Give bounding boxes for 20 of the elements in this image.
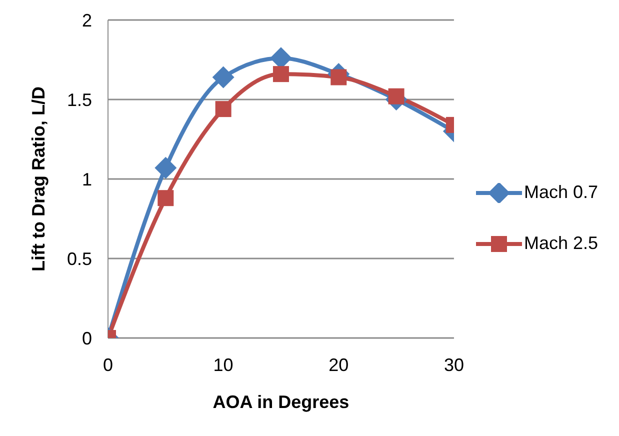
legend-label: Mach 0.7 [524, 182, 598, 203]
point [388, 88, 404, 104]
y-tick-label: 2 [82, 10, 92, 30]
point [212, 66, 234, 88]
point [154, 156, 177, 179]
y-tick-label: 1 [82, 169, 92, 190]
y-tick-label: 0.5 [66, 248, 92, 269]
x-axis-title: AOA in Degrees [212, 392, 350, 412]
point [158, 190, 174, 206]
y-tick-label: 1.5 [66, 90, 92, 110]
x-tick-label: 30 [444, 354, 464, 375]
point [215, 101, 232, 118]
x-tick-label: 20 [328, 354, 349, 375]
legend-label: Mach 2.5 [524, 233, 598, 254]
point [272, 66, 289, 82]
x-tick-label: 0 [102, 354, 114, 375]
y-axis-title: Lift to Drag Ratio, L/D [28, 86, 48, 272]
point [330, 69, 347, 86]
y-tick-label: 0 [82, 328, 92, 348]
x-tick-label: 10 [213, 354, 234, 375]
